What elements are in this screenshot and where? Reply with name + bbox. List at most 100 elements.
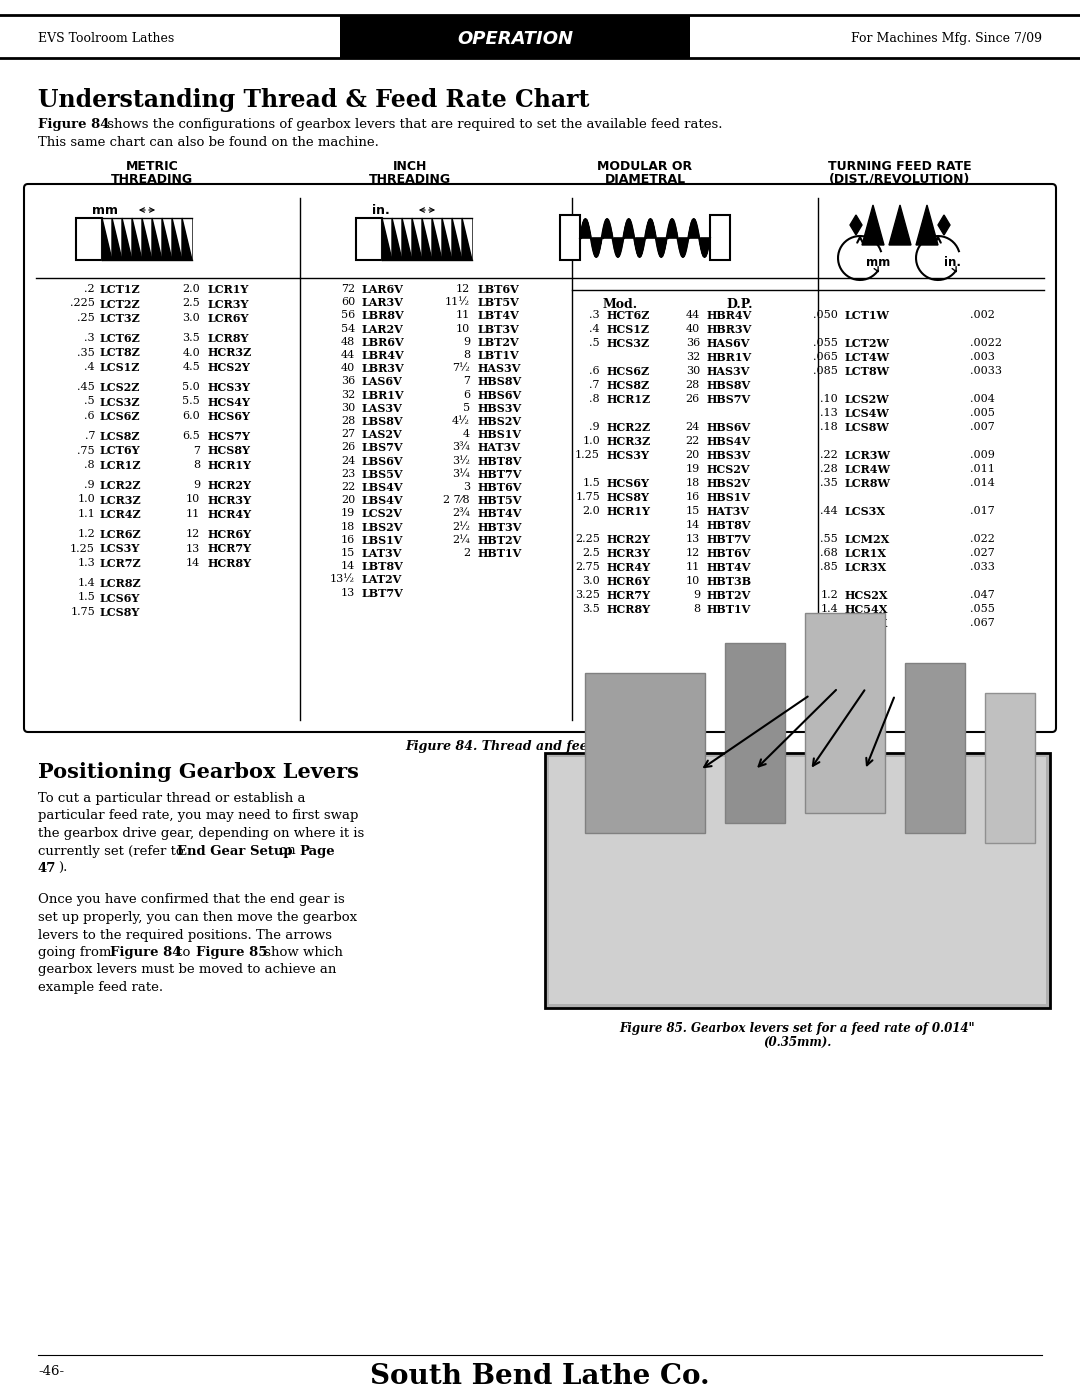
Polygon shape [462, 218, 472, 260]
Text: HCS8Y: HCS8Y [607, 492, 650, 503]
Text: 2.75: 2.75 [576, 562, 600, 571]
Text: 6: 6 [463, 390, 470, 400]
Text: HBT3V: HBT3V [478, 521, 523, 532]
Text: 22: 22 [341, 482, 355, 492]
Text: LCT2Z: LCT2Z [100, 299, 140, 310]
Text: HBR1V: HBR1V [707, 352, 752, 363]
Text: 12: 12 [186, 529, 200, 539]
Text: HC54X: HC54X [845, 604, 889, 615]
Polygon shape [692, 219, 693, 237]
Polygon shape [141, 218, 152, 260]
Polygon shape [681, 237, 683, 257]
Text: 12: 12 [456, 284, 470, 293]
Text: HBS1V: HBS1V [707, 492, 751, 503]
Bar [76, 218, 102, 260]
Polygon shape [707, 237, 708, 249]
Polygon shape [588, 222, 589, 237]
Text: South Bend Lathe Co.: South Bend Lathe Co. [370, 1363, 710, 1390]
Polygon shape [686, 237, 687, 249]
Text: HBS4V: HBS4V [707, 436, 751, 447]
Text: LCT8W: LCT8W [845, 366, 890, 377]
Polygon shape [640, 237, 642, 256]
Text: HAS3V: HAS3V [478, 363, 522, 374]
Text: HBS2V: HBS2V [707, 478, 751, 489]
Polygon shape [697, 226, 698, 237]
Text: LCS2V: LCS2V [362, 509, 403, 520]
Text: Figure 85. Gearbox levers set for a feed rate of 0.014": Figure 85. Gearbox levers set for a feed… [620, 1023, 975, 1035]
Text: 44: 44 [341, 351, 355, 360]
Text: HCR7Y: HCR7Y [607, 590, 651, 601]
Polygon shape [581, 226, 582, 237]
Text: Page: Page [299, 845, 335, 858]
Text: 27: 27 [341, 429, 355, 439]
Text: 11: 11 [186, 509, 200, 520]
Text: 3¼: 3¼ [453, 469, 470, 479]
Text: 1.2: 1.2 [78, 529, 95, 539]
Text: This same chart can also be found on the machine.: This same chart can also be found on the… [38, 136, 379, 149]
Text: HBT2V: HBT2V [707, 590, 752, 601]
Polygon shape [664, 237, 665, 249]
Text: gearbox levers must be moved to achieve an: gearbox levers must be moved to achieve … [38, 964, 336, 977]
Text: LBS2V: LBS2V [362, 521, 403, 532]
Text: levers to the required positions. The arrows: levers to the required positions. The ar… [38, 929, 332, 942]
Text: LCT6Y: LCT6Y [100, 446, 140, 457]
Bar [905, 664, 966, 833]
Polygon shape [701, 237, 702, 253]
Polygon shape [649, 219, 650, 237]
Polygon shape [606, 219, 607, 237]
Text: LAR2V: LAR2V [362, 324, 404, 335]
Polygon shape [634, 237, 635, 244]
Text: 1.0: 1.0 [78, 495, 95, 504]
Text: HBT5V: HBT5V [478, 495, 523, 506]
Polygon shape [620, 237, 621, 253]
Polygon shape [672, 219, 673, 237]
Text: .13: .13 [820, 408, 838, 418]
Polygon shape [589, 226, 590, 237]
Text: 8: 8 [463, 351, 470, 360]
Polygon shape [644, 237, 645, 244]
Polygon shape [660, 237, 661, 257]
Text: HCR1Y: HCR1Y [607, 506, 651, 517]
Polygon shape [402, 218, 411, 260]
Text: 3.5: 3.5 [582, 604, 600, 615]
Text: METRIC: METRIC [125, 161, 178, 173]
Text: LCT2W: LCT2W [845, 338, 890, 349]
Polygon shape [700, 237, 701, 249]
Text: 1.3: 1.3 [78, 557, 95, 569]
Text: HBR3V: HBR3V [707, 324, 753, 335]
Polygon shape [889, 205, 912, 244]
Text: 24: 24 [341, 455, 355, 465]
Text: HCS3Y: HCS3Y [607, 450, 650, 461]
Polygon shape [600, 237, 602, 244]
Text: currently set (refer to: currently set (refer to [38, 845, 188, 858]
Text: HCR1Y: HCR1Y [208, 460, 252, 471]
Text: THREADING: THREADING [111, 173, 193, 186]
Text: LCT6Z: LCT6Z [100, 332, 140, 344]
Text: .5: .5 [84, 397, 95, 407]
Text: LCR4Z: LCR4Z [100, 509, 141, 520]
Text: .55: .55 [820, 534, 838, 543]
Text: in.: in. [944, 257, 961, 270]
Text: Positioning Gearbox Levers: Positioning Gearbox Levers [38, 761, 359, 782]
Text: 47: 47 [38, 862, 56, 875]
Text: example feed rate.: example feed rate. [38, 981, 163, 995]
Text: 15: 15 [686, 506, 700, 515]
Polygon shape [706, 237, 707, 253]
Polygon shape [152, 218, 162, 260]
Polygon shape [152, 218, 162, 260]
Polygon shape [633, 232, 634, 237]
Polygon shape [685, 237, 686, 253]
Polygon shape [637, 237, 638, 256]
Text: .003: .003 [970, 352, 995, 362]
Text: .2: .2 [84, 284, 95, 293]
Text: LCS3X: LCS3X [845, 506, 886, 517]
Polygon shape [693, 219, 694, 237]
Text: HBT1V: HBT1V [707, 604, 752, 615]
Text: LCS8Y: LCS8Y [100, 608, 140, 617]
Bar [340, 15, 690, 59]
Text: 14: 14 [186, 557, 200, 569]
Text: HCR8Y: HCR8Y [607, 604, 651, 615]
Text: LCS4W: LCS4W [845, 408, 890, 419]
Polygon shape [592, 237, 593, 249]
Polygon shape [595, 237, 596, 257]
